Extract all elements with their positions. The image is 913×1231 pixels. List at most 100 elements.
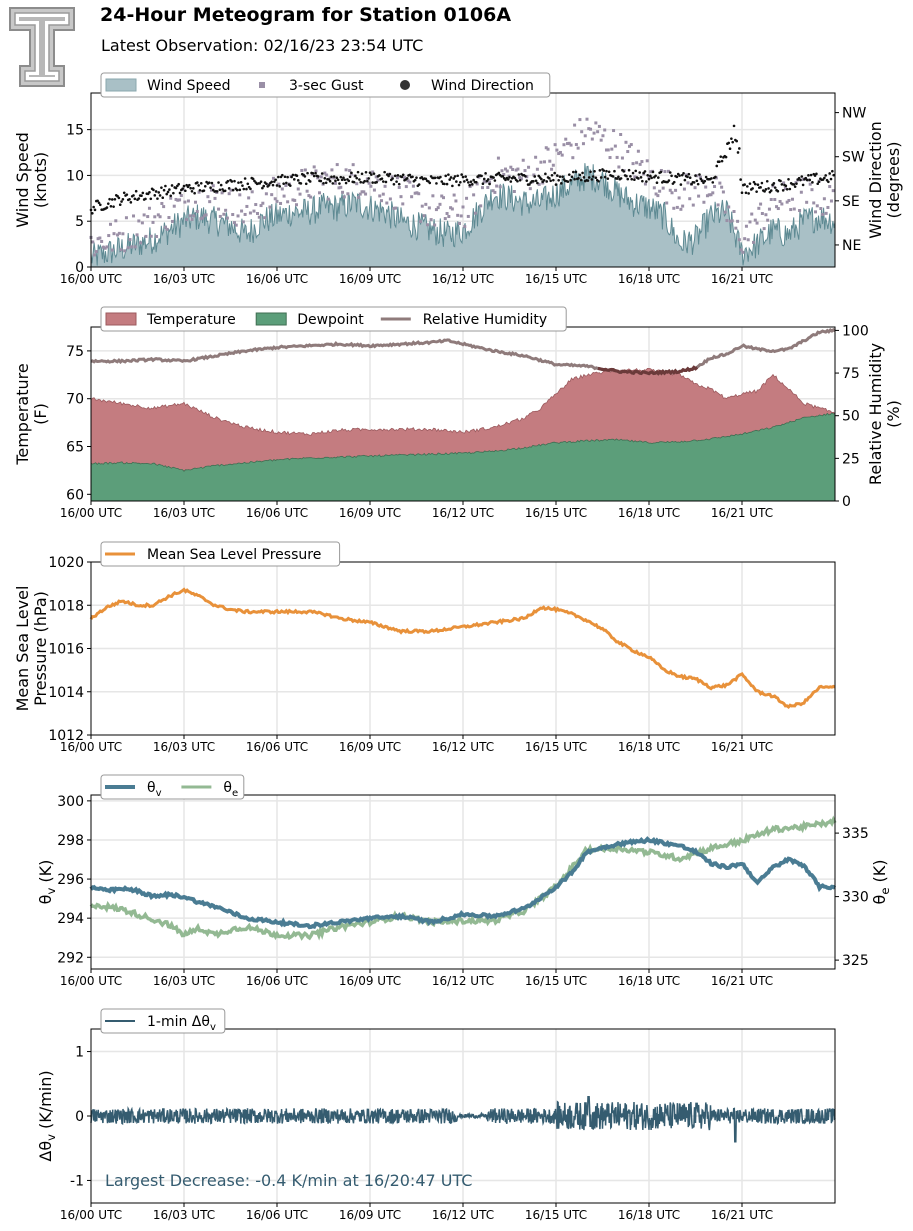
gust-point	[132, 214, 136, 218]
gust-point	[640, 160, 644, 164]
gust-point	[755, 221, 759, 225]
gust-point	[408, 180, 412, 184]
gust-point	[831, 189, 835, 193]
direction-point	[387, 174, 390, 178]
gust-point	[725, 219, 729, 223]
gust-point	[787, 198, 791, 202]
x-tick-label: 16/06 UTC	[246, 1208, 308, 1222]
gust-point	[461, 205, 465, 209]
gust-point	[378, 194, 382, 198]
y-tick-label: 1	[75, 1045, 84, 1061]
gust-point	[450, 207, 454, 211]
gust-point	[392, 206, 396, 210]
direction-point	[719, 155, 723, 158]
gust-point	[410, 195, 414, 199]
gust-point	[819, 207, 823, 211]
direction-point	[193, 191, 196, 195]
direction-point	[295, 174, 299, 178]
direction-point	[504, 178, 507, 182]
gust-point	[509, 165, 513, 169]
x-tick-label: 16/21 UTC	[711, 506, 773, 520]
direction-point	[574, 170, 578, 174]
direction-point	[645, 180, 648, 183]
gust-point	[720, 185, 724, 189]
direction-point	[415, 176, 418, 179]
gust-point	[126, 246, 130, 250]
gust-point	[606, 148, 610, 152]
y-tick-label: 65	[66, 440, 84, 456]
gust-point	[716, 203, 720, 207]
gust-point	[491, 189, 495, 193]
gust-point	[663, 170, 667, 174]
direction-point	[694, 174, 697, 177]
gust-point	[799, 190, 803, 194]
gust-point	[539, 160, 543, 164]
gust-point	[217, 207, 221, 211]
gust-point	[337, 186, 341, 190]
direction-point	[311, 171, 315, 175]
gust-point	[603, 128, 607, 132]
legend-label: Wind Speed	[147, 78, 231, 94]
gust-point	[521, 158, 525, 162]
page-title: 24-Hour Meteogram for Station 0106A	[100, 4, 512, 26]
legend: Mean Sea Level Pressure	[100, 541, 341, 567]
direction-point	[646, 173, 649, 177]
gust-point	[590, 137, 594, 141]
gust-point	[119, 248, 123, 252]
gust-point	[518, 175, 522, 179]
direction-point	[700, 179, 704, 183]
x-tick-label: 16/18 UTC	[618, 740, 680, 754]
gust-point	[234, 223, 238, 227]
direction-point	[445, 182, 449, 186]
x-tick-label: 16/09 UTC	[339, 272, 401, 286]
gust-point	[447, 215, 451, 219]
legend: Wind Speed 3-sec Gust Wind Direction	[100, 72, 551, 98]
gust-point	[206, 195, 210, 199]
x-tick-label: 16/06 UTC	[246, 272, 308, 286]
gust-point	[348, 169, 352, 173]
direction-point	[243, 177, 247, 180]
gust-point	[504, 167, 508, 171]
direction-point	[239, 180, 243, 184]
x-tick-label: 16/03 UTC	[153, 1208, 215, 1222]
direction-point	[472, 178, 475, 182]
gust-point	[737, 238, 741, 242]
direction-point	[128, 197, 131, 201]
direction-point	[793, 185, 797, 188]
direction-point	[579, 178, 583, 182]
gust-point	[296, 187, 300, 191]
x-tick-label: 16/03 UTC	[153, 506, 215, 520]
gust-point	[581, 142, 585, 146]
gust-point	[399, 195, 403, 199]
gust-point	[319, 175, 323, 179]
direction-point	[528, 183, 531, 186]
gust-point	[571, 156, 575, 160]
gust-point	[583, 134, 587, 138]
gust-point	[114, 219, 118, 223]
gust-point	[381, 192, 385, 196]
direction-point	[428, 181, 432, 185]
legend-swatch	[400, 80, 410, 90]
direction-point	[237, 181, 240, 184]
y2-tick-label: 50	[842, 409, 860, 425]
direction-point	[364, 170, 368, 174]
dewpoint-area	[90, 412, 836, 502]
direction-point	[613, 169, 616, 173]
gust-point	[199, 217, 203, 221]
gust-point	[829, 199, 833, 203]
direction-point	[553, 171, 556, 175]
gust-point	[140, 221, 144, 225]
gust-point	[356, 196, 360, 200]
direction-point	[223, 189, 227, 193]
gust-point	[613, 144, 617, 148]
gust-point	[688, 197, 692, 201]
y2-tick-label: 75	[842, 366, 860, 382]
gust-point	[156, 213, 160, 217]
gust-point	[186, 199, 190, 203]
direction-point	[363, 179, 366, 183]
y-axis-label-line: Mean Sea Level	[13, 586, 32, 712]
gust-point	[332, 176, 336, 180]
gust-point	[592, 131, 596, 135]
direction-point	[286, 175, 289, 179]
gust-point	[256, 212, 260, 216]
